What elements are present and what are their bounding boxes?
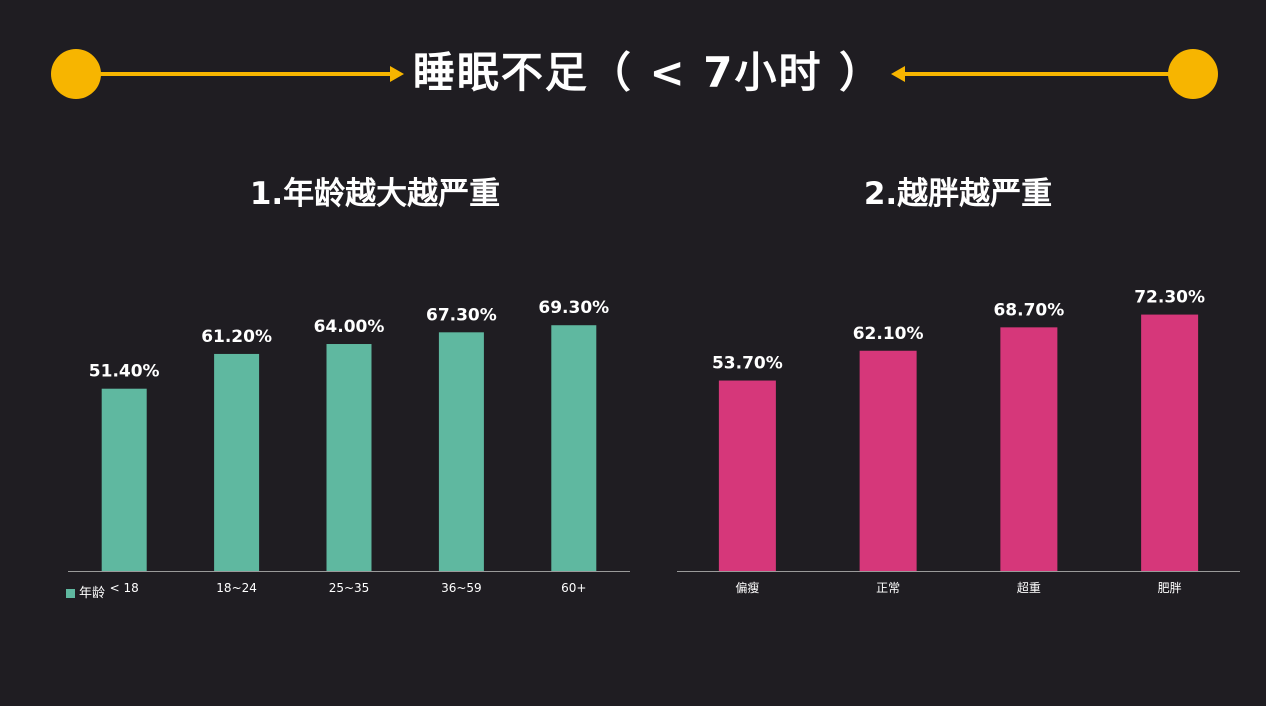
- data-label: 64.00%: [314, 317, 385, 337]
- left-arrow-icon: [891, 66, 905, 82]
- header: 睡眠不足（ < 7小时 ）: [0, 0, 1266, 150]
- x-tick-label: < 18: [110, 581, 139, 595]
- data-label: 61.20%: [201, 327, 272, 347]
- legend-swatch: [66, 589, 75, 598]
- data-label: 69.30%: [538, 298, 609, 318]
- right-arrow-icon: [390, 66, 404, 82]
- right-arrow-line: [905, 72, 1171, 76]
- legend-label-age: 年龄: [79, 586, 106, 601]
- chart-title-age: 1.年龄越大越严重: [249, 176, 501, 212]
- x-tick-label: 偏瘦: [735, 580, 759, 595]
- data-label: 72.30%: [1134, 288, 1205, 308]
- bar: [214, 353, 260, 571]
- bar: [326, 344, 372, 571]
- x-tick-label: 36~59: [441, 581, 482, 595]
- bar: [551, 325, 597, 571]
- right-dot-decoration: [1168, 49, 1218, 99]
- x-tick-label: 正常: [876, 581, 900, 595]
- chart-title-weight: 2.越胖越严重: [863, 176, 1053, 212]
- bar: [718, 380, 776, 571]
- left-arrow-line: [96, 72, 390, 76]
- x-tick-label: 肥胖: [1158, 581, 1182, 595]
- data-label: 51.40%: [89, 362, 160, 382]
- x-tick-label: 60+: [561, 581, 586, 595]
- bar: [1141, 314, 1199, 571]
- x-tick-label: 超重: [1017, 580, 1041, 595]
- legend-age: 年龄: [66, 585, 105, 603]
- bar: [1000, 327, 1058, 571]
- data-label: 67.30%: [426, 305, 497, 325]
- data-label: 53.70%: [712, 354, 783, 374]
- bar: [859, 350, 917, 571]
- x-tick-label: 18~24: [216, 581, 257, 595]
- data-label: 68.70%: [993, 300, 1064, 320]
- left-dot-decoration: [51, 49, 101, 99]
- bar: [438, 332, 484, 571]
- data-label: 62.10%: [853, 324, 924, 344]
- bar: [101, 388, 147, 571]
- page-title: 睡眠不足（ < 7小时 ）: [412, 48, 884, 97]
- x-tick-label: 25~35: [329, 581, 370, 595]
